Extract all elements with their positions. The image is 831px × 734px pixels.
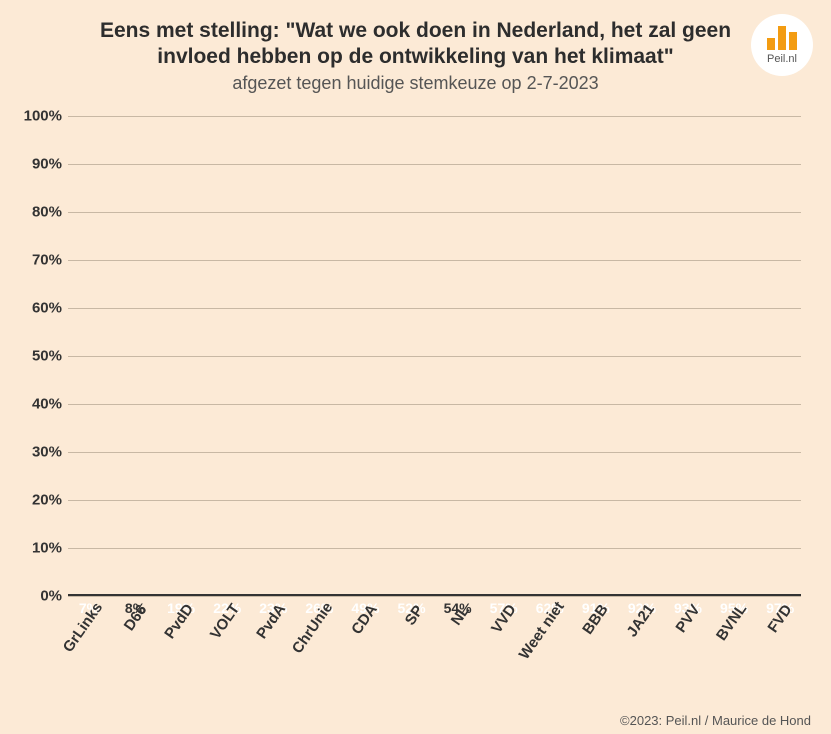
x-axis-category-label: BBB [579, 601, 612, 637]
x-axis-category-label: Weet niet [515, 598, 567, 662]
chart-footer: ©2023: Peil.nl / Maurice de Hond [620, 713, 811, 728]
y-axis-tick-label: 10% [16, 539, 62, 556]
y-axis-tick-label: 40% [16, 395, 62, 412]
x-axis-category-label: JA21 [623, 601, 657, 640]
logo-bars-icon [767, 26, 797, 50]
x-axis-category-label: PvdA [253, 600, 289, 641]
x-axis-category-label: BVNL [713, 600, 750, 643]
x-axis-category-label: PvdD [161, 600, 197, 641]
y-axis-tick-label: 60% [16, 299, 62, 316]
x-axis-category-label: ChrUnie [289, 599, 336, 657]
chart-plot-area: 0%10%20%30%40%50%60%70%80%90%100%7%8%19%… [68, 106, 801, 661]
y-axis-tick-label: 70% [16, 251, 62, 268]
x-axis-category-label: VVD [488, 601, 520, 636]
y-axis-tick-label: 0% [16, 587, 62, 604]
x-axis-category-label: VOLT [207, 600, 243, 642]
logo-text: Peil.nl [767, 53, 797, 65]
y-axis-tick-label: 20% [16, 491, 62, 508]
x-axis-category-label: D66 [121, 601, 151, 633]
x-axis-category-label: NL [447, 602, 472, 628]
peil-logo: Peil.nl [751, 14, 813, 76]
x-axis-category-label: CDA [349, 601, 382, 637]
y-axis-tick-label: 80% [16, 203, 62, 220]
y-axis-tick-label: 50% [16, 347, 62, 364]
chart-subtitle: afgezet tegen huidige stemkeuze op 2-7-2… [20, 73, 811, 94]
y-axis-tick-label: 100% [16, 107, 62, 124]
y-axis-tick-label: 30% [16, 443, 62, 460]
x-axis-category-label: SP [401, 602, 426, 628]
x-axis-category-label: PVV [672, 601, 703, 635]
x-axis-category-label: FVD [765, 601, 796, 635]
chart-container: Peil.nl Eens met stelling: "Wat we ook d… [0, 0, 831, 734]
x-axis-category-label: GrLinks [60, 599, 106, 655]
y-axis-tick-label: 90% [16, 155, 62, 172]
chart-title: Eens met stelling: "Wat we ook doen in N… [20, 18, 811, 71]
chart-header: Eens met stelling: "Wat we ook doen in N… [20, 18, 811, 94]
